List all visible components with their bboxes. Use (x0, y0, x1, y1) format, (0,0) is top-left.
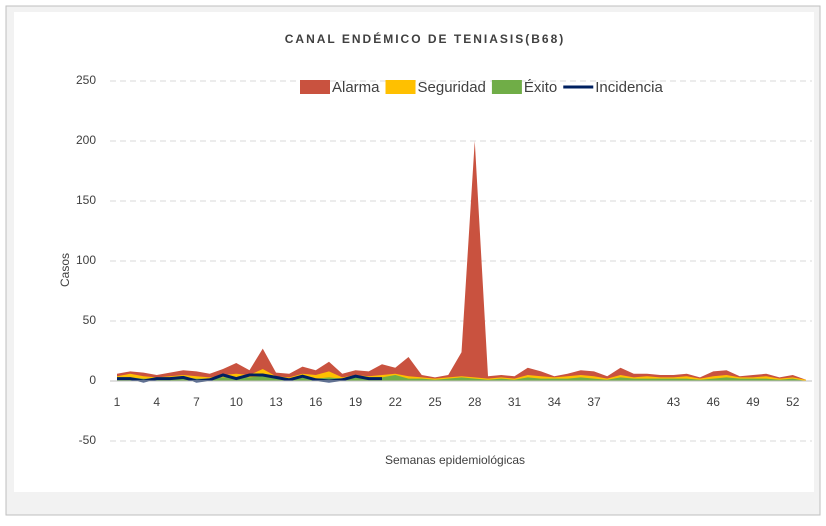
area (117, 369, 806, 381)
x-tick-label: 22 (389, 395, 403, 409)
x-tick-label: 28 (468, 395, 482, 409)
legend-label: Seguridad (418, 79, 486, 96)
x-tick-label: 49 (746, 395, 760, 409)
x-tick-label: 13 (269, 395, 283, 409)
legend-label: Alarma (332, 79, 380, 96)
x-tick-label: 52 (786, 395, 800, 409)
y-tick-label: 100 (76, 253, 96, 267)
x-tick-label: 37 (587, 395, 601, 409)
x-tick-label: 4 (153, 395, 160, 409)
x-tick-label: 16 (309, 395, 323, 409)
incidence-line (117, 373, 382, 383)
y-tick-label: -50 (79, 433, 97, 447)
y-tick-label: 150 (76, 193, 96, 207)
x-tick-label: 10 (230, 395, 244, 409)
legend-swatch (385, 80, 416, 94)
legend-label: Éxito (524, 79, 557, 96)
x-tick-label: 34 (548, 395, 562, 409)
x-tick-label: 1 (114, 395, 121, 409)
x-axis-label: Semanas epidemiológicas (385, 453, 525, 467)
y-axis-label: Casos (58, 253, 72, 287)
legend-swatch (491, 80, 522, 94)
y-tick-label: 0 (89, 373, 96, 387)
y-tick-label: 200 (76, 133, 96, 147)
x-tick-label: 46 (707, 395, 721, 409)
y-tick-label: 50 (83, 313, 97, 327)
y-tick-label: 250 (76, 73, 96, 87)
x-tick-label: 19 (349, 395, 363, 409)
legend-swatch (300, 80, 330, 94)
x-tick-label: 31 (508, 395, 522, 409)
x-tick-label: 7 (193, 395, 200, 409)
legend-label: Incidencia (595, 79, 663, 96)
x-tick-label: 43 (667, 395, 681, 409)
x-tick-label: 25 (428, 395, 442, 409)
chart-title: CANAL ENDÉMICO DE TENIASIS(B68) (285, 31, 565, 46)
